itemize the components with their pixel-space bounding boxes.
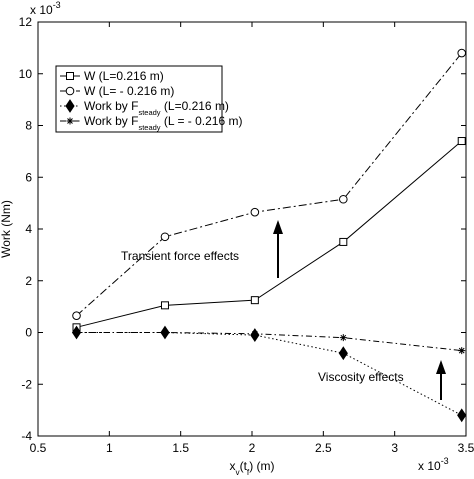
axis-multiplier: x 10-3: [418, 456, 449, 473]
y-tick-label: 8: [25, 119, 32, 133]
arrow: [273, 220, 283, 278]
legend-marker: [66, 72, 74, 80]
data-point: [339, 194, 348, 204]
label-part: W (L=0.216 m): [84, 69, 164, 83]
data-point: [72, 311, 81, 320]
data-point: [339, 334, 347, 342]
data-point: [339, 237, 348, 246]
legend-marker: [66, 117, 74, 125]
x-tick-label: 2: [249, 441, 256, 455]
data-point: [251, 330, 259, 338]
y-tick-label: 0: [25, 326, 32, 340]
series-line: [76, 332, 462, 352]
legend-marker: [65, 99, 75, 113]
legend-marker: [65, 86, 75, 96]
data-point: [457, 48, 467, 58]
data-point: [457, 408, 467, 423]
legend-label: W (L= - 0.216 m): [84, 84, 174, 98]
arrow: [436, 360, 446, 400]
label-part: (L=0.216 m): [161, 99, 229, 113]
annotation: Transient force effects: [121, 249, 239, 263]
data-point: [250, 296, 259, 305]
legend-label: Work by Fsteady (L=0.216 m): [84, 99, 229, 117]
label-part: Work by F: [84, 114, 138, 128]
label-part: x: [229, 459, 235, 473]
y-axis-label: Work (Nm): [0, 200, 13, 258]
y-tick-label: 2: [25, 274, 32, 288]
multiplier-base: x 10: [418, 459, 441, 473]
series-line: [76, 140, 463, 328]
y-tick-label: -4: [21, 429, 32, 443]
x-tick-label: 0.5: [30, 441, 47, 455]
multiplier-exponent: -3: [53, 0, 61, 10]
y-tick-label: 4: [25, 222, 32, 236]
data-point: [250, 207, 260, 217]
label: xv(tf) (m): [229, 459, 274, 477]
label-part: steady: [138, 123, 160, 132]
x-tick-label: 3.5: [458, 441, 474, 455]
y-tick-label: -2: [21, 377, 32, 391]
label-part: W (L= - 0.216 m): [84, 84, 174, 98]
label-part: f: [247, 468, 250, 477]
x-tick-label: 1: [106, 441, 113, 455]
label-part: steady: [138, 108, 160, 117]
y-tick-label: 12: [19, 15, 33, 29]
label-part: ) (m): [249, 459, 274, 473]
data-point: [160, 301, 169, 310]
legend: [55, 65, 223, 133]
label-part: Work by F: [84, 99, 138, 113]
y-tick-label: 10: [19, 67, 33, 81]
label-part: (L = - 0.216 m): [161, 114, 243, 128]
label-part: (t: [240, 459, 248, 473]
axis-multiplier: x 10-3: [30, 0, 61, 17]
data-point: [458, 347, 466, 355]
x-tick-label: 3: [391, 441, 398, 455]
annotation: Viscosity effects: [318, 370, 404, 384]
series-line: [76, 332, 462, 416]
data-point: [73, 329, 81, 336]
legend-label: Work by Fsteady (L = - 0.216 m): [84, 114, 242, 132]
multiplier-base: x 10: [30, 3, 53, 17]
data-point: [338, 346, 348, 361]
y-tick-label: 6: [25, 170, 32, 184]
data-point: [161, 329, 169, 336]
legend-label: W (L=0.216 m): [84, 69, 164, 83]
data-point: [457, 137, 466, 146]
multiplier-exponent: -3: [441, 456, 449, 466]
data-point: [160, 232, 170, 242]
label-part: v: [235, 468, 240, 477]
x-tick-label: 1.5: [172, 441, 189, 455]
x-tick-label: 2.5: [315, 441, 332, 455]
